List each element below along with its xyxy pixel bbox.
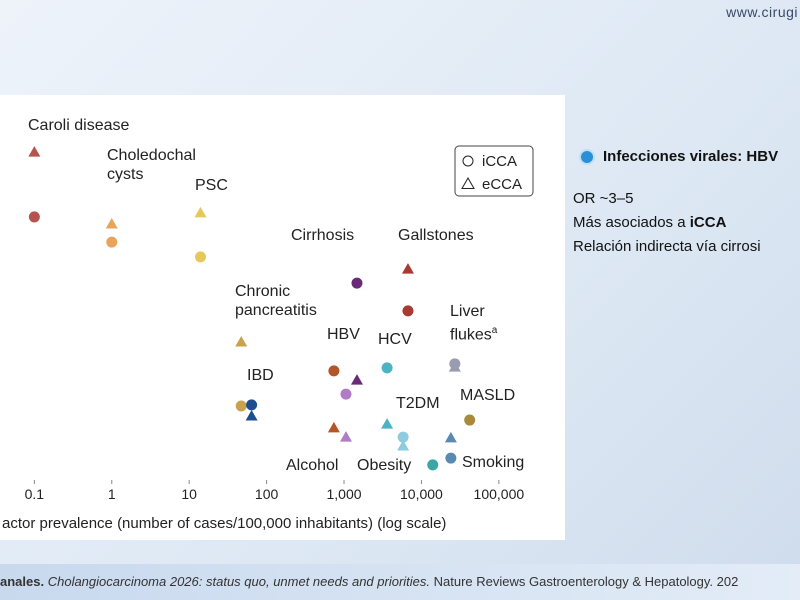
label-text: Alcohol bbox=[286, 457, 339, 474]
side-line: Más asociados a iCCA bbox=[573, 214, 778, 238]
side-line: Relación indirecta vía cirrosi bbox=[573, 238, 761, 255]
label-text: Cirrhosis bbox=[291, 227, 355, 244]
legend-marker bbox=[462, 155, 474, 167]
point-triangle bbox=[350, 374, 363, 385]
point-circle bbox=[328, 365, 340, 377]
point-triangle bbox=[444, 431, 457, 443]
label-text: Liver flukes bbox=[450, 303, 492, 344]
point-triangle bbox=[381, 418, 394, 429]
label-text: Gallstones bbox=[398, 227, 474, 244]
footer: anales. Cholangiocarcinoma 2026: status … bbox=[0, 564, 800, 600]
side-panel: Infecciones virales: HBV OR ~3–5 Más aso… bbox=[573, 148, 778, 262]
text-bold: iCCA bbox=[689, 214, 727, 231]
point-label: PSC bbox=[195, 176, 228, 195]
point-circle bbox=[28, 211, 40, 223]
point-label: HBV bbox=[327, 325, 360, 344]
point-circle bbox=[351, 277, 363, 289]
point-triangle bbox=[235, 335, 248, 347]
legend-label: eCCA bbox=[482, 176, 522, 193]
x-tick-label: 10,000 bbox=[400, 486, 443, 502]
point-label: Gallstones bbox=[398, 226, 474, 245]
point-label: Choledochal cysts bbox=[107, 146, 197, 184]
label-text: MASLD bbox=[460, 387, 516, 404]
journal: Nature Reviews Gastroenterology & Hepato… bbox=[433, 574, 739, 589]
legend-marker bbox=[461, 176, 475, 189]
author: anales. bbox=[0, 574, 45, 589]
point-triangle bbox=[401, 263, 414, 274]
point-triangle bbox=[28, 146, 41, 157]
point-circle bbox=[340, 388, 352, 400]
point-circle bbox=[106, 236, 118, 248]
label-text: IBD bbox=[247, 367, 274, 384]
label-text: PSC bbox=[195, 177, 228, 194]
point-label: Smoking bbox=[462, 453, 524, 472]
point-triangle bbox=[105, 217, 118, 229]
x-tick-label: 1,000 bbox=[326, 486, 361, 502]
point-triangle bbox=[397, 439, 410, 451]
point-circle bbox=[397, 431, 409, 443]
label-text: Obesity bbox=[357, 457, 412, 474]
point-label: Liver flukesa bbox=[450, 302, 510, 344]
legend-label: iCCA bbox=[482, 153, 517, 170]
point-label: Cirrhosis bbox=[291, 226, 354, 245]
x-tick-label: 1 bbox=[108, 486, 116, 502]
point-label: Obesity bbox=[357, 456, 411, 475]
label-text: HBV bbox=[327, 326, 360, 343]
side-line: OR ~3–5 bbox=[573, 190, 634, 207]
point-label: T2DM bbox=[396, 394, 440, 413]
point-triangle bbox=[339, 431, 352, 442]
label-text: Smoking bbox=[462, 454, 525, 471]
label-text: T2DM bbox=[396, 395, 440, 412]
point-triangle bbox=[327, 421, 340, 433]
label-text: Caroli disease bbox=[28, 117, 130, 134]
text: Más asociados a bbox=[573, 214, 690, 231]
citation-title: Cholangiocarcinoma 2026: status quo, unm… bbox=[47, 574, 431, 589]
icon bbox=[579, 148, 595, 165]
point-label: MASLD bbox=[460, 386, 515, 405]
x-tick-label: 0.1 bbox=[25, 486, 45, 502]
x-tick-label: 100,000 bbox=[474, 486, 525, 502]
label-text: Choledochal cysts bbox=[107, 147, 196, 183]
point-circle bbox=[402, 305, 414, 317]
x-axis-label: actor prevalence (number of cases/100,00… bbox=[2, 515, 446, 532]
x-tick-label: 10 bbox=[181, 486, 197, 502]
point-circle bbox=[427, 459, 439, 471]
point-label: Alcohol bbox=[286, 456, 338, 475]
point-triangle bbox=[194, 206, 207, 218]
legend-box bbox=[454, 145, 534, 197]
side-heading: Infecciones virales: HBV bbox=[573, 148, 778, 165]
point-circle bbox=[235, 400, 247, 412]
point-label: IBD bbox=[247, 366, 274, 385]
point-circle bbox=[194, 251, 206, 263]
label-text: HCV bbox=[378, 331, 412, 348]
heading-text: Infecciones virales: HBV bbox=[603, 148, 779, 165]
point-label: Chronic pancreatitis bbox=[235, 282, 335, 320]
point-triangle bbox=[448, 361, 461, 372]
point-label: HCV bbox=[378, 330, 412, 349]
point-circle bbox=[445, 452, 457, 464]
point-label: Caroli disease bbox=[28, 116, 129, 135]
point-circle bbox=[464, 414, 476, 426]
point-circle bbox=[246, 399, 258, 411]
x-tick-label: 100 bbox=[255, 486, 279, 502]
site-url: www.cirugi bbox=[726, 4, 798, 20]
footnote-mark: a bbox=[491, 325, 498, 336]
point-triangle bbox=[245, 409, 258, 421]
point-circle bbox=[381, 362, 393, 374]
label-text: Chronic pancreatitis bbox=[235, 283, 317, 319]
